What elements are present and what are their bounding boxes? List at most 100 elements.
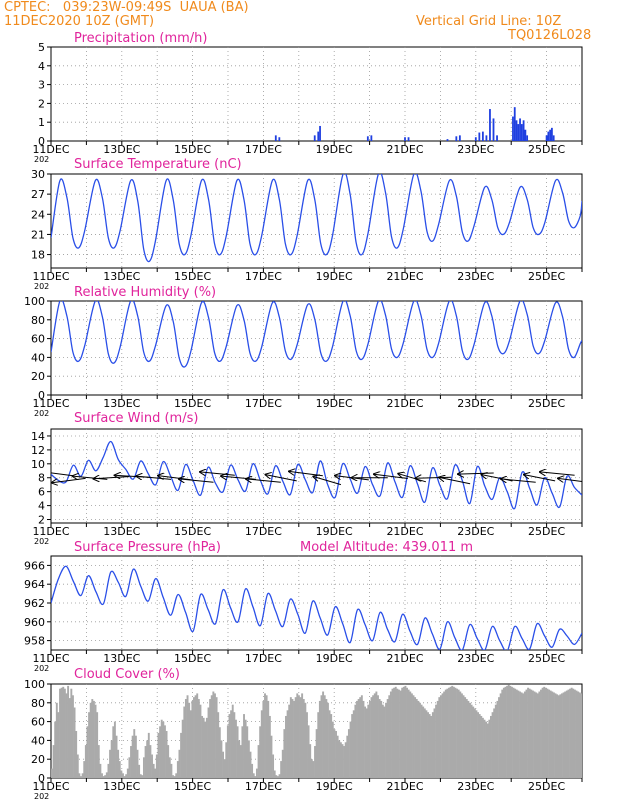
cloud-bar: [393, 687, 396, 778]
plot-frame: [50, 173, 583, 269]
cloud-bar: [573, 689, 576, 778]
precip-bar: [492, 118, 495, 141]
y-tick-label: 966: [24, 559, 45, 572]
cloud-bar: [210, 695, 213, 778]
cloud-bar: [561, 693, 563, 778]
cloud-bar: [65, 693, 68, 778]
cloud-bar: [425, 710, 428, 778]
cloud-bar: [406, 687, 408, 778]
x-tick-label: 13DEC: [103, 780, 140, 793]
cloud-bar: [531, 690, 534, 778]
cloud-bar: [402, 686, 405, 778]
cloud-bar: [418, 702, 421, 778]
cloud-bar: [352, 710, 355, 778]
precip-bar: [549, 129, 552, 141]
cloud-bar: [448, 687, 450, 778]
cloud-bar: [178, 749, 181, 778]
cloud-bar: [512, 687, 515, 778]
cloud-bar: [522, 693, 525, 778]
cloud-bar: [535, 692, 538, 778]
precip-bar: [513, 107, 516, 141]
cloud-bar: [301, 693, 304, 778]
cloud-bar: [380, 700, 383, 778]
cloud-bar: [326, 702, 329, 778]
x-tick-label: 25DEC: [528, 143, 565, 156]
cloud-bar: [102, 776, 105, 778]
x-tick-label: 23DEC: [457, 397, 494, 410]
cloud-bar: [385, 702, 388, 778]
cloud-bar: [549, 690, 552, 778]
series-line: [51, 565, 582, 650]
y-tick-label: 30: [31, 168, 45, 181]
cloud-bar: [141, 775, 144, 778]
cloud-bar: [428, 714, 431, 778]
cloud-bar: [59, 688, 61, 778]
cloud-bar: [91, 699, 94, 778]
cloud-bar: [92, 700, 95, 778]
cloud-bar: [60, 687, 63, 778]
wind-arrow: [266, 475, 297, 482]
cloud-bar: [462, 695, 465, 778]
cloud-bar: [552, 692, 555, 778]
x-tick-label: 19DEC: [316, 270, 353, 283]
x-axis-subtext: 202: [34, 537, 49, 546]
cloud-bar: [309, 744, 312, 778]
cloud-bar: [439, 695, 442, 778]
cloud-bar: [452, 686, 455, 778]
cloud-bar: [388, 695, 391, 778]
plot-area: [51, 684, 582, 778]
cloud-bar: [165, 731, 168, 778]
cloud-bar: [209, 699, 212, 778]
cloud-bar: [113, 721, 116, 778]
cloud-bar: [407, 689, 410, 778]
cloud-bar: [204, 721, 207, 778]
cloud-bar: [490, 715, 492, 778]
wind-arrow: [524, 475, 556, 482]
cloud-bar: [246, 726, 249, 778]
cloud-bar: [354, 704, 357, 778]
cloud-bar: [546, 688, 549, 778]
wind-arrow: [73, 476, 108, 479]
cloud-bar: [322, 691, 325, 778]
cloud-bar: [120, 770, 123, 778]
y-tick-label: 80: [31, 697, 45, 710]
cloud-bar: [567, 689, 570, 778]
y-tick-label: 60: [31, 333, 45, 346]
cloud-bar: [107, 763, 110, 778]
cloud-bar: [373, 693, 376, 778]
cloud-bar: [276, 776, 279, 778]
cloud-bar: [544, 687, 547, 778]
cloud-bar: [496, 700, 499, 778]
cloud-bar: [580, 693, 582, 778]
y-tick-label: 12: [31, 444, 45, 457]
cloud-bar: [565, 690, 568, 778]
y-tick-label: 2: [38, 97, 45, 110]
x-tick-label: 11DEC: [32, 397, 69, 410]
cloud-bar: [163, 725, 166, 778]
cloud-bar: [217, 712, 220, 778]
cloud-bar: [254, 776, 257, 778]
cloud-bar: [470, 704, 473, 778]
y-tick-label: 1: [38, 116, 45, 129]
cloud-bar: [299, 697, 302, 778]
cloud-bar: [493, 708, 496, 778]
cloud-bar: [360, 695, 363, 778]
y-tick-label: 21: [31, 228, 45, 241]
cloud-bar: [464, 697, 467, 778]
cloud-bar: [494, 704, 497, 778]
cloud-bar: [109, 749, 112, 778]
cloud-bar: [180, 732, 183, 778]
cloud-bar: [73, 707, 76, 778]
cloud-bar: [264, 693, 266, 778]
cloud-bar: [409, 691, 412, 778]
cloud-bar: [414, 697, 417, 778]
precip-bar: [512, 116, 514, 141]
cloud-bar: [475, 710, 478, 778]
precip-bar: [317, 131, 320, 141]
cloud-bar: [472, 706, 475, 778]
cloud-bar: [572, 688, 575, 778]
cloud-bar: [504, 686, 507, 778]
x-tick-label: 19DEC: [316, 652, 353, 665]
cloud-bar: [541, 687, 544, 778]
cloud-bar: [71, 695, 74, 778]
